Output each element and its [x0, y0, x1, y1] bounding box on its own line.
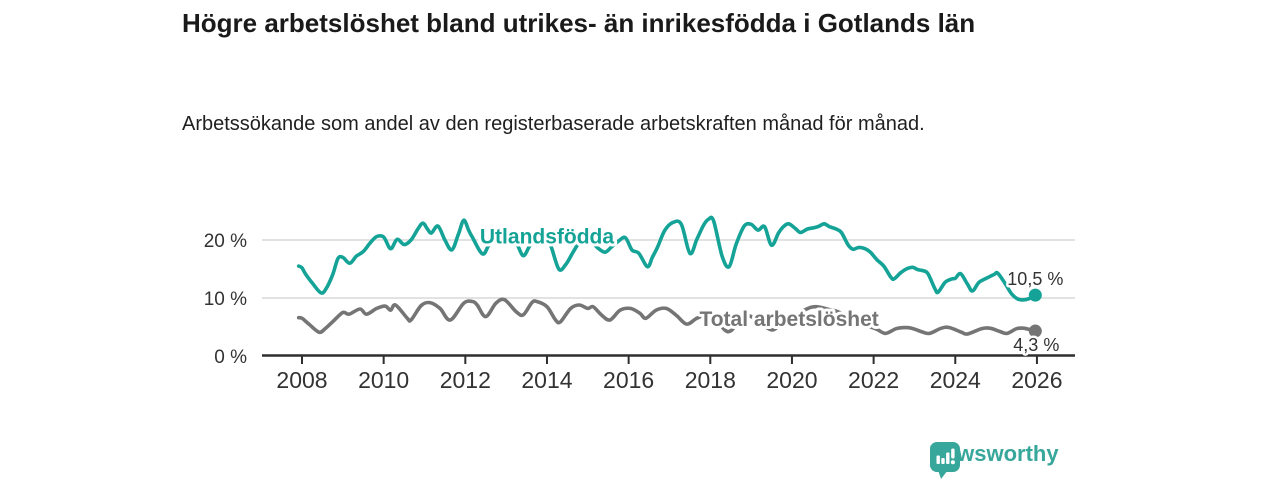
x-axis-tick-label: 2016 — [603, 367, 654, 393]
y-axis-tick-label: 0 % — [214, 347, 247, 368]
x-axis-tick-label: 2018 — [685, 367, 736, 393]
x-axis-tick-label: 2014 — [521, 367, 572, 393]
total-end-value-label: 4,3 % — [1013, 335, 1059, 355]
total-end-dot — [1028, 324, 1042, 338]
page-title: Högre arbetslöshet bland utrikes- än inr… — [182, 8, 976, 38]
utlandsfodda-end-dot — [1028, 288, 1042, 302]
x-axis-tick-label: 2010 — [358, 367, 409, 393]
x-axis-tick-label: 2008 — [276, 367, 327, 393]
utlandsfodda-end-value-label: 10,5 % — [1007, 269, 1063, 289]
y-axis-tick-label: 20 % — [204, 231, 247, 252]
utlandsfodda-series-label: Utlandsfödda — [480, 226, 614, 249]
x-axis-tick-label: 2026 — [1011, 367, 1062, 393]
x-axis-tick-label: 2020 — [766, 367, 817, 393]
y-axis-tick-label: 10 % — [204, 289, 247, 310]
x-axis-tick-label: 2012 — [440, 367, 491, 393]
chart-subtitle: Arbetssökande som andel av den registerb… — [182, 113, 925, 135]
newsworthy-logo[interactable]: Newsworthy — [929, 441, 1059, 479]
x-axis-tick-label: 2024 — [930, 367, 981, 393]
x-axis-tick-label: 2022 — [848, 367, 899, 393]
total-arbetsloshet-line — [296, 297, 1038, 336]
utlandsfodda-line — [296, 215, 1038, 302]
total-series-label: Total arbetslöshet — [699, 308, 878, 331]
newsworthy-logo-icon — [930, 442, 960, 479]
x-axis: 2008 2010 2012 2014 2016 2018 2020 2022 2024 2026 — [276, 355, 1063, 393]
